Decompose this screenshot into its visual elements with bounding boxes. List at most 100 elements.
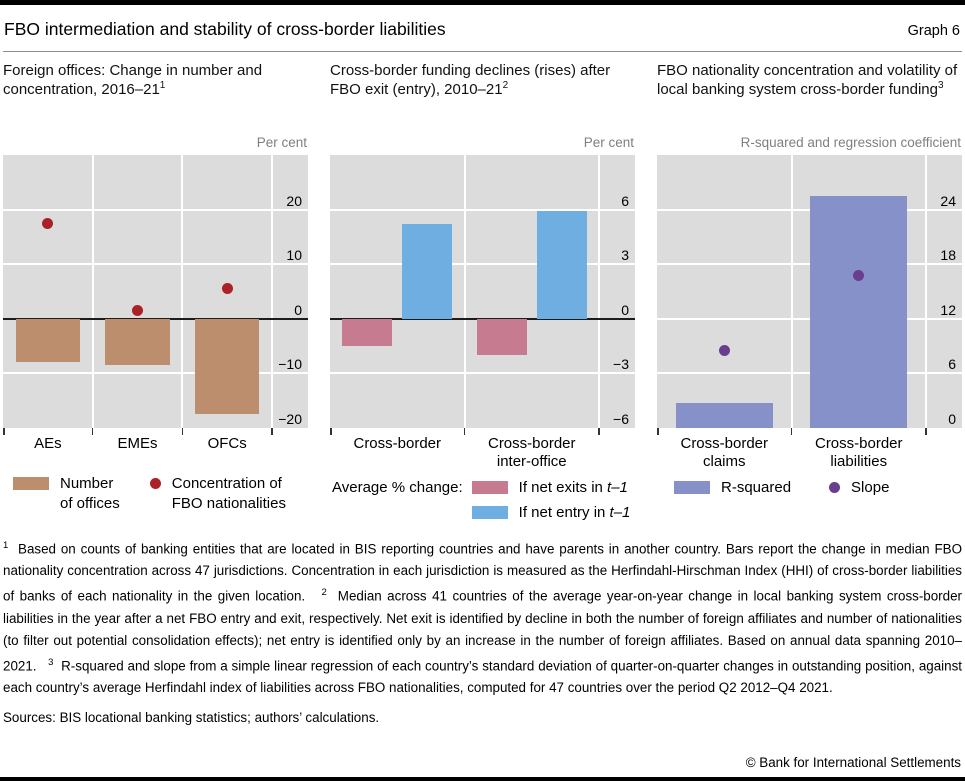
x-tick-mark bbox=[181, 428, 184, 435]
data-dot bbox=[221, 283, 233, 295]
bar bbox=[810, 195, 908, 428]
panel-title-footnote-marker: 3 bbox=[937, 80, 944, 92]
v-gridline bbox=[181, 155, 184, 428]
bar bbox=[342, 318, 393, 347]
x-tick-mark bbox=[271, 428, 273, 435]
y-gridline bbox=[3, 263, 308, 266]
y-tick-label: 24 bbox=[940, 192, 956, 209]
bar bbox=[536, 211, 587, 319]
legend-label-italic: t–1 bbox=[609, 503, 631, 521]
y-gridline bbox=[657, 208, 962, 211]
y-gridline bbox=[3, 372, 308, 375]
data-dot bbox=[42, 217, 54, 229]
legend-label-text: If net entry in bbox=[518, 503, 610, 521]
y-tick-label: −6 bbox=[613, 411, 629, 427]
x-axis-nationality-concentration: Cross-border claims Cross-border liabilit… bbox=[657, 428, 962, 470]
panel-title-text: FBO nationality concentration and volati… bbox=[657, 62, 958, 99]
legend-prefix: Average % change: bbox=[332, 479, 463, 496]
y-axis-unit-label: Per cent bbox=[256, 135, 307, 150]
v-gridline bbox=[463, 155, 466, 428]
panel-title: FBO nationality concentration and volati… bbox=[657, 61, 962, 135]
x-tick-mark bbox=[463, 428, 466, 435]
v-gridline bbox=[271, 155, 273, 428]
y-tick-label: −3 bbox=[613, 356, 629, 373]
panel-nationality-concentration: FBO nationality concentration and volati… bbox=[657, 61, 962, 522]
chart-area-nationality-concentration: 24 18 12 6 0 bbox=[657, 155, 962, 428]
sources-line: Sources: BIS locational banking statisti… bbox=[3, 710, 380, 726]
legend-funding-declines: Average % change: If net exits in t–1 If… bbox=[330, 478, 635, 522]
legend-label: If net exits in t–1 bbox=[519, 478, 628, 498]
y-gridline bbox=[657, 372, 962, 375]
bar bbox=[105, 318, 170, 366]
category-label: Cross-border claims bbox=[680, 435, 769, 471]
graph-header: FBO intermediation and stability of cros… bbox=[3, 5, 962, 52]
legend-item-slope: Slope bbox=[829, 478, 889, 498]
y-axis-unit-label: Per cent bbox=[583, 135, 634, 150]
bar bbox=[15, 318, 81, 363]
category-label: Cross-border bbox=[353, 435, 442, 452]
panel-title: Cross-border funding declines (rises) af… bbox=[330, 61, 635, 135]
x-tick-mark bbox=[657, 428, 659, 435]
y-tick-label: 6 bbox=[948, 356, 956, 373]
category-label: AEs bbox=[34, 435, 62, 452]
top-border-bar bbox=[0, 0, 965, 5]
bar bbox=[675, 402, 773, 428]
y-tick-label: 3 bbox=[621, 247, 629, 264]
category-label: OFCs bbox=[207, 435, 247, 452]
dot-swatch bbox=[829, 482, 841, 493]
legend-stack: If net exits in t–1 If net entry in t–1 bbox=[471, 478, 631, 522]
x-tick-mark bbox=[91, 428, 94, 435]
y-tick-label: 6 bbox=[621, 192, 629, 209]
y-gridline bbox=[3, 208, 308, 211]
legend-label-italic: t–1 bbox=[607, 479, 628, 496]
footnote-marker: 3 bbox=[48, 656, 54, 668]
x-tick-mark bbox=[3, 428, 5, 435]
y-tick-label: 0 bbox=[294, 301, 302, 318]
bottom-border-bar bbox=[0, 777, 965, 781]
legend-label: Number of offices bbox=[60, 475, 120, 512]
panel-title-text: Cross-border funding declines (rises) af… bbox=[330, 62, 611, 99]
legend-item-net-exits: If net exits in t–1 bbox=[471, 478, 631, 498]
panel-title-footnote-marker: 2 bbox=[502, 80, 509, 92]
v-gridline bbox=[790, 155, 793, 428]
bar bbox=[476, 318, 527, 356]
x-tick-mark bbox=[598, 428, 600, 435]
legend-label: R-squared bbox=[721, 479, 792, 496]
page: FBO intermediation and stability of cros… bbox=[3, 5, 962, 726]
chart-area-funding-declines: 6 3 0 −3 −6 bbox=[330, 155, 635, 428]
chart-area-foreign-offices: 20 10 0 −10 −20 bbox=[3, 155, 308, 428]
panels-row: Foreign offices: Change in number and co… bbox=[3, 61, 962, 522]
bar-swatch bbox=[471, 505, 508, 519]
legend-foreign-offices: Number of offices Concentration of FBO n… bbox=[3, 474, 308, 513]
y-gridline bbox=[330, 208, 635, 211]
v-gridline bbox=[91, 155, 94, 428]
y-tick-label: 0 bbox=[948, 411, 956, 427]
y-tick-label: 18 bbox=[940, 247, 956, 264]
graph-title: FBO intermediation and stability of cros… bbox=[4, 19, 446, 39]
category-label: Cross-border liabilities bbox=[814, 435, 903, 471]
legend-nationality-concentration: R-squared Slope bbox=[657, 478, 962, 498]
legend-label: Concentration of FBO nationalities bbox=[171, 475, 286, 512]
y-tick-label: 20 bbox=[286, 192, 302, 209]
bar-swatch bbox=[471, 481, 508, 494]
graph-number: Graph 6 bbox=[907, 23, 960, 39]
footnote-marker: 2 bbox=[321, 587, 327, 599]
bar bbox=[194, 318, 260, 415]
y-gridline bbox=[330, 372, 635, 375]
x-tick-mark bbox=[925, 428, 927, 435]
panel-foreign-offices: Foreign offices: Change in number and co… bbox=[3, 61, 308, 522]
dot-swatch bbox=[149, 478, 161, 489]
panel-title: Foreign offices: Change in number and co… bbox=[3, 61, 308, 135]
legend-item-r-squared: R-squared bbox=[674, 478, 791, 498]
category-label: Cross-border inter-office bbox=[487, 435, 576, 471]
y-tick-label: 12 bbox=[940, 301, 956, 318]
footnote-marker: 1 bbox=[3, 540, 9, 551]
data-dot bbox=[853, 269, 865, 281]
x-tick-mark bbox=[330, 428, 332, 435]
category-label: EMEs bbox=[117, 435, 158, 452]
panel-funding-declines: Cross-border funding declines (rises) af… bbox=[330, 61, 635, 522]
data-dot bbox=[132, 305, 143, 317]
legend-item-number-of-offices: Number of offices bbox=[13, 474, 120, 513]
y-gridline bbox=[657, 263, 962, 266]
v-gridline bbox=[598, 155, 600, 428]
